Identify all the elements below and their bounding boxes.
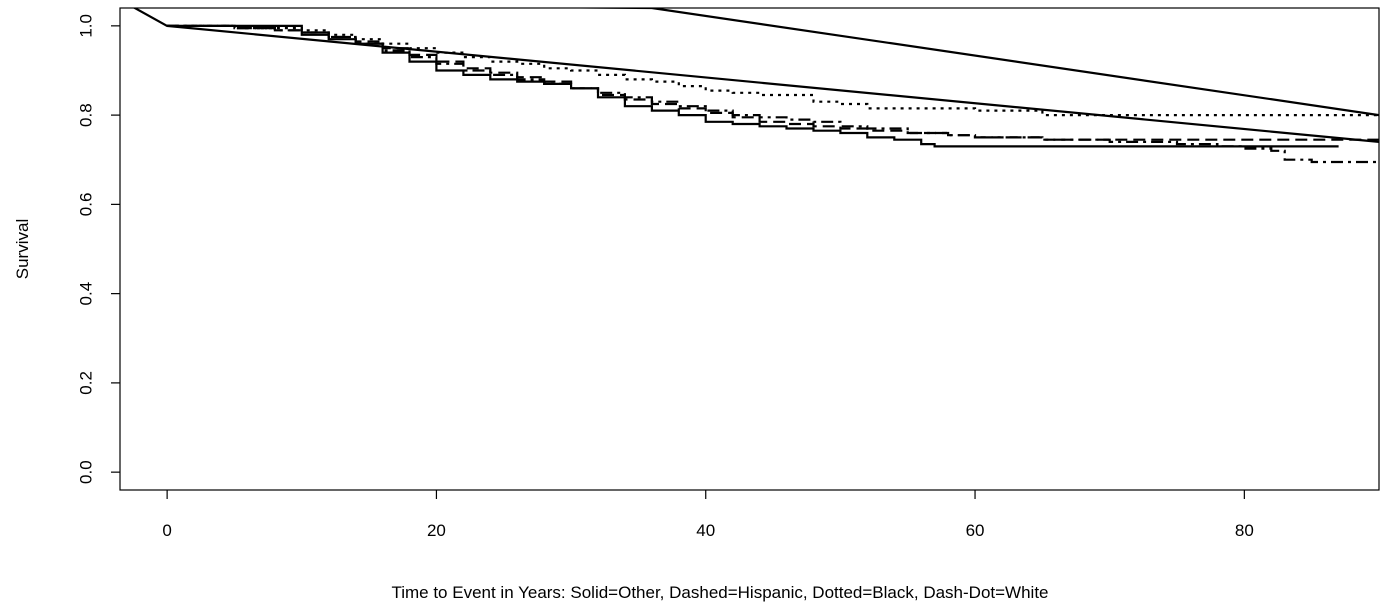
y-tick-label: 1.0 <box>77 14 96 38</box>
y-tick-label: 0.2 <box>77 371 96 395</box>
x-tick-label: 40 <box>696 521 715 540</box>
y-tick-label: 0.0 <box>77 460 96 484</box>
y-tick-label: 0.4 <box>77 282 96 306</box>
series-line-line-4 <box>132 8 1379 143</box>
y-axis: 0.0 0.2 0.4 0.6 0.8 1.0 <box>77 14 120 484</box>
x-tick-label: 20 <box>427 521 446 540</box>
x-axis: 0 20 40 60 80 <box>162 490 1254 540</box>
series-layer <box>132 8 1379 164</box>
plot-frame <box>119 7 1380 491</box>
series-line-line-5 <box>523 8 1379 117</box>
y-axis-title: Survival <box>13 219 32 279</box>
y-tick-label: 0.6 <box>77 193 96 217</box>
y-tick-label: 0.8 <box>77 103 96 127</box>
series-line-other <box>167 24 1339 148</box>
x-tick-label: 80 <box>1235 521 1254 540</box>
x-tick-label: 0 <box>162 521 171 540</box>
series-line-white <box>167 24 1379 164</box>
x-axis-title: Time to Event in Years: Solid=Other, Das… <box>391 583 1048 602</box>
x-tick-label: 60 <box>966 521 985 540</box>
